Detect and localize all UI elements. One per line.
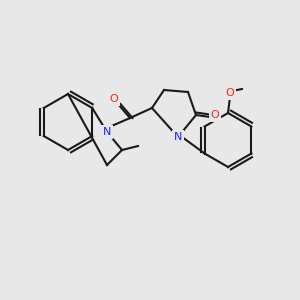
Text: O: O xyxy=(211,110,219,120)
Text: O: O xyxy=(110,94,118,104)
Text: N: N xyxy=(103,127,111,137)
Text: N: N xyxy=(174,132,182,142)
Text: O: O xyxy=(226,88,234,98)
